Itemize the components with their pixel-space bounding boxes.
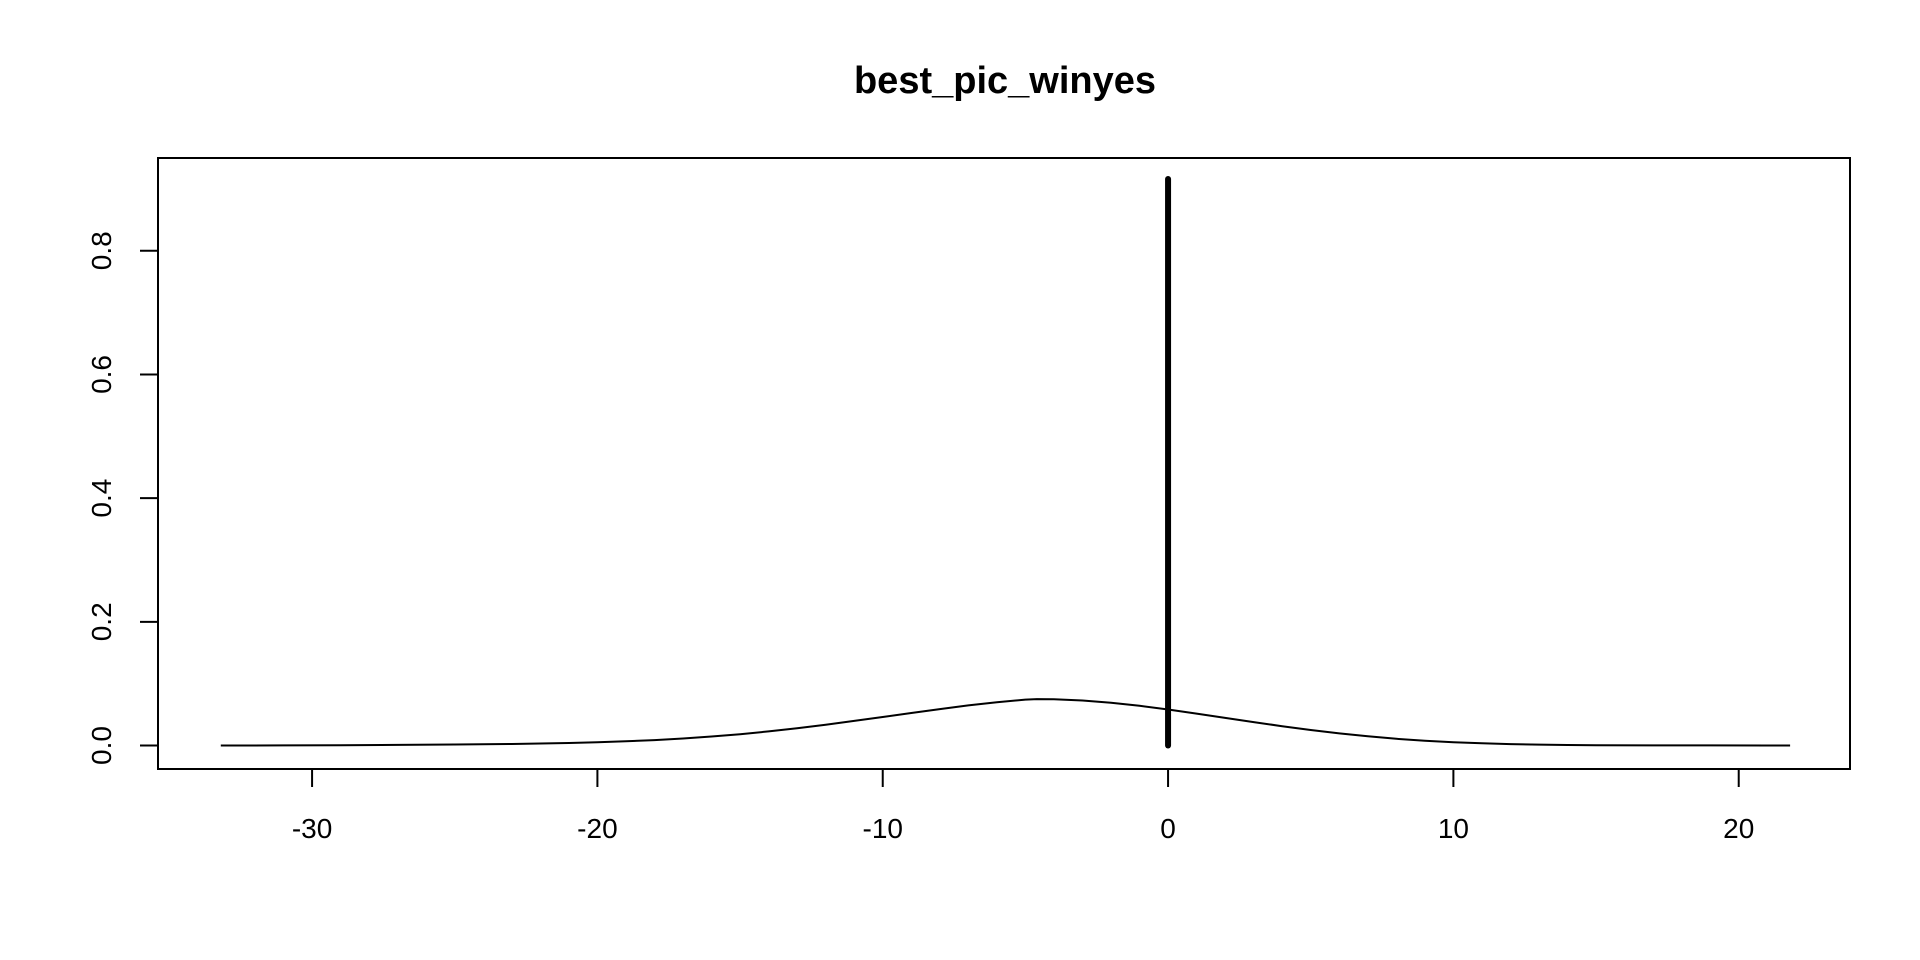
y-tick-label: 0.0 — [86, 726, 117, 765]
x-tick-label: -20 — [577, 813, 617, 844]
plot-frame — [157, 157, 1851, 770]
density-curve — [220, 698, 1791, 747]
y-tick-label: 0.6 — [86, 355, 117, 394]
x-tick-label: -10 — [863, 813, 903, 844]
x-axis: -30 -20 -10 0 10 20 — [292, 768, 1754, 844]
x-tick-label: 10 — [1438, 813, 1469, 844]
y-axis: 0.0 0.2 0.4 0.6 0.8 — [86, 231, 159, 765]
y-tick-label: 0.2 — [86, 602, 117, 641]
x-tick-label: 20 — [1723, 813, 1754, 844]
chart-title: best_pic_winyes — [854, 60, 1156, 102]
x-tick-label: -30 — [292, 813, 332, 844]
y-tick-label: 0.8 — [86, 231, 117, 270]
series-layer — [220, 176, 1791, 749]
x-tick-label: 0 — [1160, 813, 1176, 844]
y-tick-label: 0.4 — [86, 479, 117, 518]
